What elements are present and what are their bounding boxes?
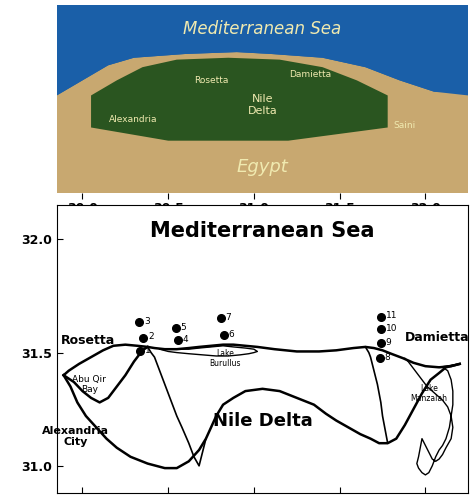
Text: 8: 8 xyxy=(385,353,391,362)
Text: 5: 5 xyxy=(181,323,186,332)
Text: 7: 7 xyxy=(225,313,231,322)
Polygon shape xyxy=(57,52,468,193)
Text: Saini: Saini xyxy=(394,121,416,130)
Text: Lake
Manzalah: Lake Manzalah xyxy=(411,383,447,403)
Text: Egypt: Egypt xyxy=(236,158,289,176)
Text: 10: 10 xyxy=(385,324,397,333)
Text: 2: 2 xyxy=(148,333,154,342)
Text: Rosetta: Rosetta xyxy=(194,76,228,85)
Text: 4: 4 xyxy=(183,335,188,344)
Text: 9: 9 xyxy=(385,338,391,347)
Text: Lake
Burullus: Lake Burullus xyxy=(209,349,241,368)
Text: Abu Qir
Bay: Abu Qir Bay xyxy=(72,374,106,394)
Text: Nile
Delta: Nile Delta xyxy=(248,94,277,116)
Text: 1: 1 xyxy=(145,346,150,355)
Text: 6: 6 xyxy=(229,330,235,339)
Text: Mediterranean Sea: Mediterranean Sea xyxy=(150,221,375,241)
Polygon shape xyxy=(57,5,468,96)
Text: Nile Delta: Nile Delta xyxy=(213,411,312,430)
Text: Damietta: Damietta xyxy=(405,331,470,344)
Text: Damietta: Damietta xyxy=(289,70,331,79)
Text: 3: 3 xyxy=(144,317,149,326)
Text: Rosetta: Rosetta xyxy=(61,334,115,347)
Text: Mediterranean Sea: Mediterranean Sea xyxy=(184,20,342,38)
Text: 11: 11 xyxy=(385,311,397,320)
Polygon shape xyxy=(91,58,388,140)
Text: Alexandria: Alexandria xyxy=(109,116,157,124)
Text: Alexandria
City: Alexandria City xyxy=(42,426,109,447)
